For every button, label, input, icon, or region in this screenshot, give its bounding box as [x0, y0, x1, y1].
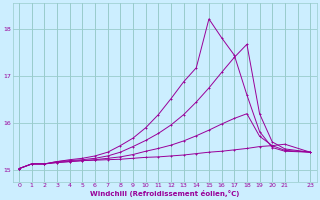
X-axis label: Windchill (Refroidissement éolien,°C): Windchill (Refroidissement éolien,°C) [90, 190, 239, 197]
